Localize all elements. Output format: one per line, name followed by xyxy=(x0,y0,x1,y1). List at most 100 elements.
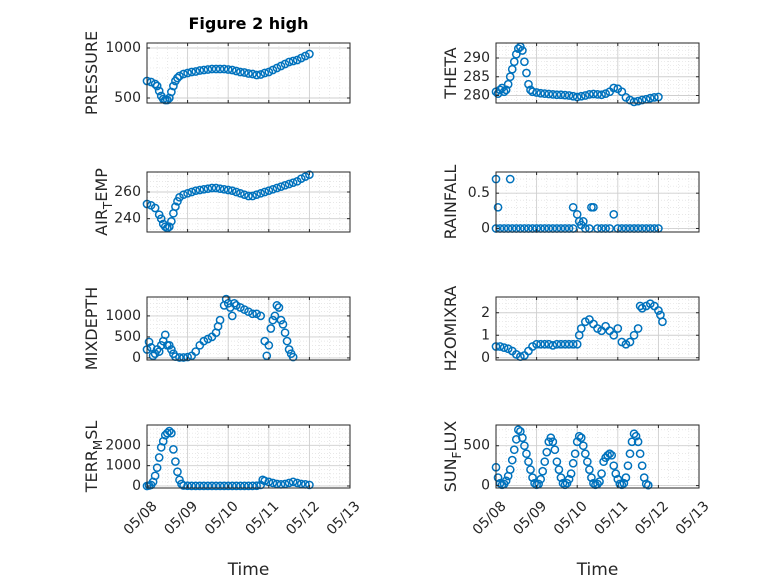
data-point xyxy=(187,67,197,77)
data-point xyxy=(199,481,209,491)
data-point xyxy=(240,481,249,491)
data-point xyxy=(274,303,284,312)
data-point xyxy=(513,425,523,435)
x-axis-label-right: Time xyxy=(576,560,619,580)
data-point xyxy=(296,174,306,184)
data-point xyxy=(633,437,643,447)
y-tick-label: 0.5 xyxy=(468,185,490,201)
data-point xyxy=(154,453,164,462)
data-point xyxy=(645,93,655,103)
data-point xyxy=(560,90,570,100)
data-point xyxy=(558,478,568,488)
data-point xyxy=(211,183,221,193)
y-axis-label: TERRMSL xyxy=(82,421,105,494)
y-tick-label: 0 xyxy=(481,350,490,366)
y-tick-label: 500 xyxy=(114,90,141,106)
data-point xyxy=(227,65,237,75)
data-point xyxy=(203,184,213,194)
y-tick-label: 1000 xyxy=(105,458,141,474)
data-point xyxy=(288,56,298,66)
axes-box xyxy=(146,296,351,361)
data-point xyxy=(252,190,261,200)
data-point xyxy=(625,95,635,105)
data-point xyxy=(595,477,604,486)
data-point xyxy=(629,330,639,340)
x-axis-label-left: Time xyxy=(227,560,270,580)
data-point xyxy=(169,81,178,91)
data-point xyxy=(280,328,290,338)
data-point xyxy=(164,340,174,350)
data-point xyxy=(187,187,197,197)
data-point xyxy=(272,183,282,193)
data-point xyxy=(493,473,503,482)
data-point xyxy=(248,191,257,201)
data-point xyxy=(191,347,201,356)
y-tick-label: 0 xyxy=(481,220,490,236)
data-point xyxy=(260,68,270,78)
data-point xyxy=(568,202,578,212)
y-tick-label: 285 xyxy=(463,69,490,85)
data-point xyxy=(568,458,578,468)
data-point xyxy=(589,202,598,212)
data-point xyxy=(627,437,637,447)
data-point xyxy=(501,85,511,95)
data-point xyxy=(156,214,166,224)
y-tick-label: 280 xyxy=(463,88,490,104)
data-point xyxy=(548,437,558,447)
data-point xyxy=(605,449,615,459)
data-point xyxy=(305,170,314,180)
data-point xyxy=(505,465,515,475)
data-point xyxy=(276,182,286,192)
data-point xyxy=(607,450,617,460)
data-point xyxy=(215,481,225,491)
data-point xyxy=(518,433,527,443)
data-point xyxy=(260,187,270,197)
data-point xyxy=(601,89,610,98)
data-point xyxy=(501,476,511,486)
subplot-rainfall: 0 0.5 RAINFALL xyxy=(441,165,700,239)
data-point xyxy=(556,339,566,349)
figure-title: Figure 2 high xyxy=(189,14,309,33)
data-point xyxy=(150,471,160,481)
data-point xyxy=(532,339,541,349)
y-tick-label: 1 xyxy=(481,327,490,343)
data-point xyxy=(560,339,570,349)
axes-box xyxy=(495,42,700,104)
data-point xyxy=(195,66,205,75)
data-point xyxy=(520,57,529,67)
data-point xyxy=(637,461,647,471)
data-point xyxy=(513,44,523,53)
data-point xyxy=(278,319,288,329)
data-point xyxy=(568,91,578,101)
data-point xyxy=(556,90,566,100)
data-point xyxy=(288,178,298,188)
data-point xyxy=(625,337,635,347)
axes-box xyxy=(495,296,700,361)
data-point xyxy=(300,172,310,182)
data-point xyxy=(284,345,294,354)
y-tick-label: 0 xyxy=(132,478,141,494)
data-point xyxy=(505,72,515,82)
data-point xyxy=(587,473,596,482)
data-point xyxy=(593,90,602,99)
data-point xyxy=(171,202,180,212)
data-point xyxy=(179,190,188,200)
y-tick-label: 1000 xyxy=(105,308,141,324)
data-point xyxy=(167,428,176,438)
data-point xyxy=(564,91,574,100)
data-point xyxy=(305,49,314,59)
data-point xyxy=(280,180,290,190)
data-point xyxy=(633,96,643,106)
data-point xyxy=(284,179,294,189)
data-point xyxy=(207,481,217,491)
y-tick-label: 240 xyxy=(114,211,141,227)
data-point xyxy=(229,298,239,308)
data-point xyxy=(240,68,249,77)
data-point xyxy=(619,478,629,488)
data-point xyxy=(617,87,627,97)
data-point xyxy=(148,351,158,361)
data-point xyxy=(511,435,521,444)
data-point xyxy=(544,339,554,349)
data-point xyxy=(550,445,560,455)
data-point xyxy=(268,315,278,325)
